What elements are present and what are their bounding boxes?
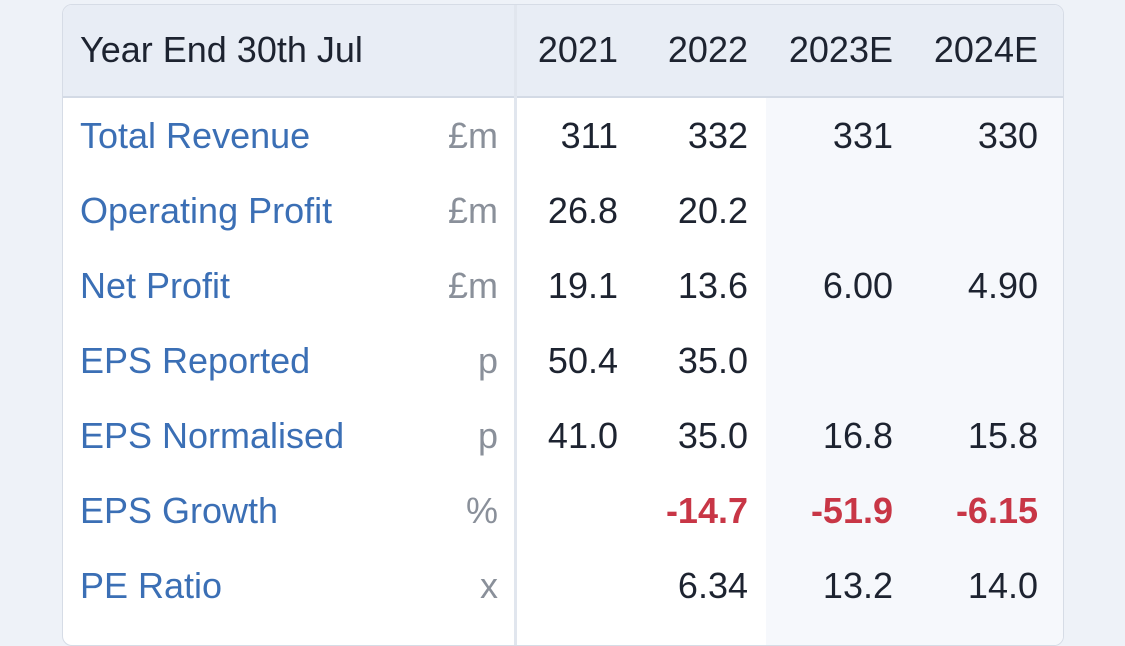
year-header-2023e: 2023E (788, 29, 893, 70)
financial-summary-table: Year End 30th Jul 2021 2022 2023E 2024E … (62, 4, 1064, 646)
row-label-eps-normalised[interactable]: EPS Normalised (80, 415, 345, 456)
cell-value: 15.8 (967, 415, 1038, 456)
cell-value: 6.00 (822, 265, 893, 306)
cell-value: 20.2 (677, 190, 748, 231)
column-divider (514, 5, 517, 645)
cell-value: 26.8 (547, 190, 618, 231)
row-label-net-profit[interactable]: Net Profit (80, 265, 231, 306)
cell-value: 311 (560, 115, 618, 156)
table-row-operating-profit: Operating Profit £m 26.8 20.2 (63, 172, 1063, 247)
cell-value: 4.90 (967, 265, 1038, 306)
cell-value: 35.0 (677, 415, 748, 456)
estimates-band (766, 98, 1063, 645)
cell-value-negative: -51.9 (810, 490, 893, 531)
table-row-eps-reported: EPS Reported p 50.4 35.0 (63, 322, 1063, 397)
row-unit: £m (447, 265, 498, 306)
row-label-operating-profit[interactable]: Operating Profit (80, 190, 333, 231)
row-label-pe-ratio[interactable]: PE Ratio (80, 565, 223, 606)
cell-value: 50.4 (547, 340, 618, 381)
row-label-eps-reported[interactable]: EPS Reported (80, 340, 311, 381)
cell-value: 35.0 (677, 340, 748, 381)
cell-value: 331 (832, 115, 893, 156)
cell-value: 13.2 (822, 565, 893, 606)
cell-value: 19.1 (547, 265, 618, 306)
year-header-2024e: 2024E (933, 29, 1038, 70)
row-label-total-revenue[interactable]: Total Revenue (80, 115, 311, 156)
row-unit: £m (447, 115, 498, 156)
cell-value: 13.6 (677, 265, 748, 306)
cell-value: 330 (977, 115, 1038, 156)
row-unit: £m (447, 190, 498, 231)
row-unit: % (465, 490, 498, 531)
cell-value: 41.0 (547, 415, 618, 456)
table-header (63, 5, 1063, 98)
row-unit: p (477, 340, 498, 381)
table-row-eps-normalised: EPS Normalised p 41.0 35.0 16.8 15.8 (63, 397, 1063, 472)
cell-value: 6.34 (677, 565, 748, 606)
table-row-total-revenue: Total Revenue £m 311 332 331 330 (63, 97, 1063, 172)
year-end-header: Year End 30th Jul (80, 29, 363, 70)
row-unit: p (477, 415, 498, 456)
year-header-2022: 2022 (667, 29, 748, 70)
table-row-pe-ratio: PE Ratio x 6.34 13.2 14.0 (63, 547, 1063, 622)
year-header-2021: 2021 (537, 29, 618, 70)
cell-value: 332 (687, 115, 748, 156)
cell-value-negative: -14.7 (665, 490, 748, 531)
table-row-eps-growth: EPS Growth % -14.7 -51.9 -6.15 (63, 472, 1063, 547)
table-row-net-profit: Net Profit £m 19.1 13.6 6.00 4.90 (63, 247, 1063, 322)
cell-value: 16.8 (822, 415, 893, 456)
cell-value-negative: -6.15 (955, 490, 1038, 531)
row-label-eps-growth[interactable]: EPS Growth (80, 490, 279, 531)
row-unit: x (480, 565, 498, 606)
cell-value: 14.0 (967, 565, 1038, 606)
